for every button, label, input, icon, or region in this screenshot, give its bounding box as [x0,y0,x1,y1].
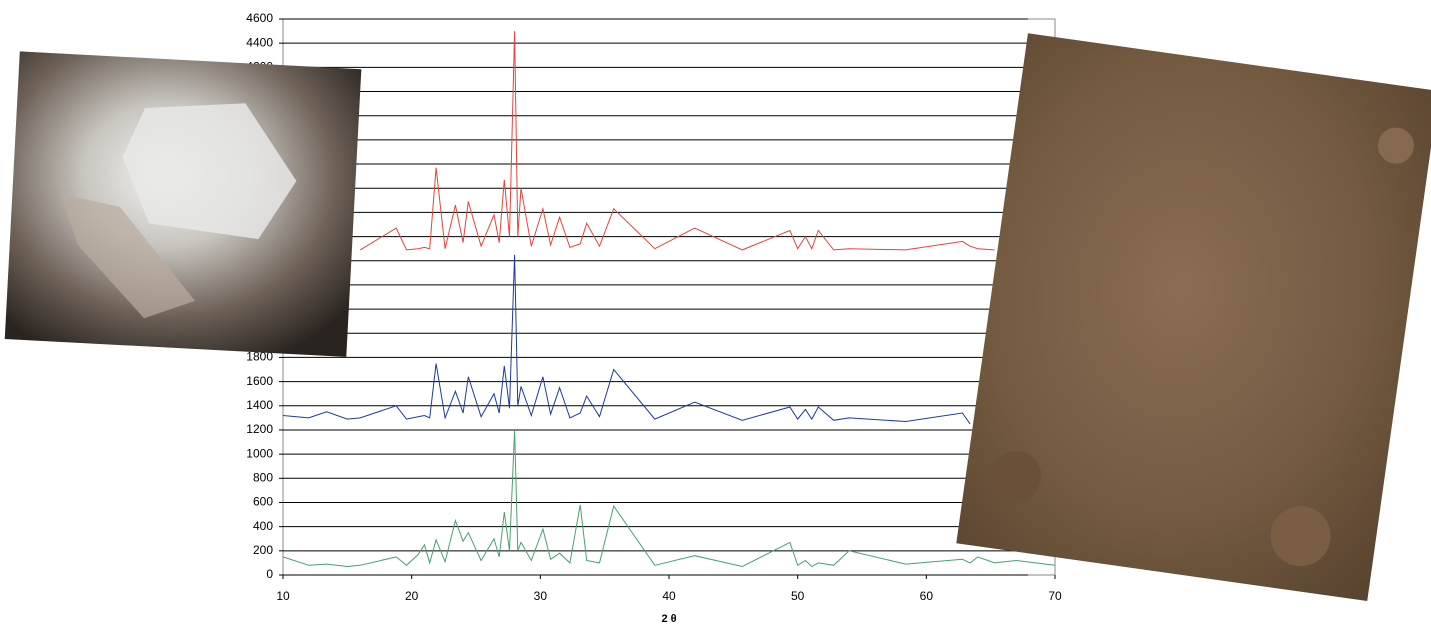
x-tick-label: 50 [791,589,805,603]
y-tick-label: 4600 [246,11,273,25]
y-tick-label: 400 [253,519,273,533]
x-tick-label: 30 [534,589,548,603]
x-tick-label: 10 [276,589,290,603]
y-tick-label: 1400 [246,398,273,412]
data-line [283,430,1055,567]
y-tick-label: 1600 [246,374,273,388]
y-tick-label: 0 [266,567,273,581]
x-tick-label: 70 [1048,589,1062,603]
y-tick-label: 4400 [246,35,273,49]
y-tick-label: 800 [253,470,273,484]
x-axis-label: 2 θ [661,613,676,625]
data-line [283,255,970,424]
y-tick-label: 200 [253,543,273,557]
y-tick-label: 1000 [246,446,273,460]
y-tick-label: 600 [253,495,273,509]
x-tick-label: 60 [920,589,934,603]
page: 2 θ 020040060080010001200140016001800200… [0,0,1431,627]
plot-area: 2 θ 020040060080010001200140016001800200… [246,11,1062,625]
data-line [360,31,994,250]
x-tick-label: 40 [662,589,676,603]
crystal-photo [5,51,362,357]
powder-photo [956,33,1431,601]
x-tick-label: 20 [405,589,419,603]
plot-frame [283,19,1055,575]
y-tick-label: 1200 [246,422,273,436]
